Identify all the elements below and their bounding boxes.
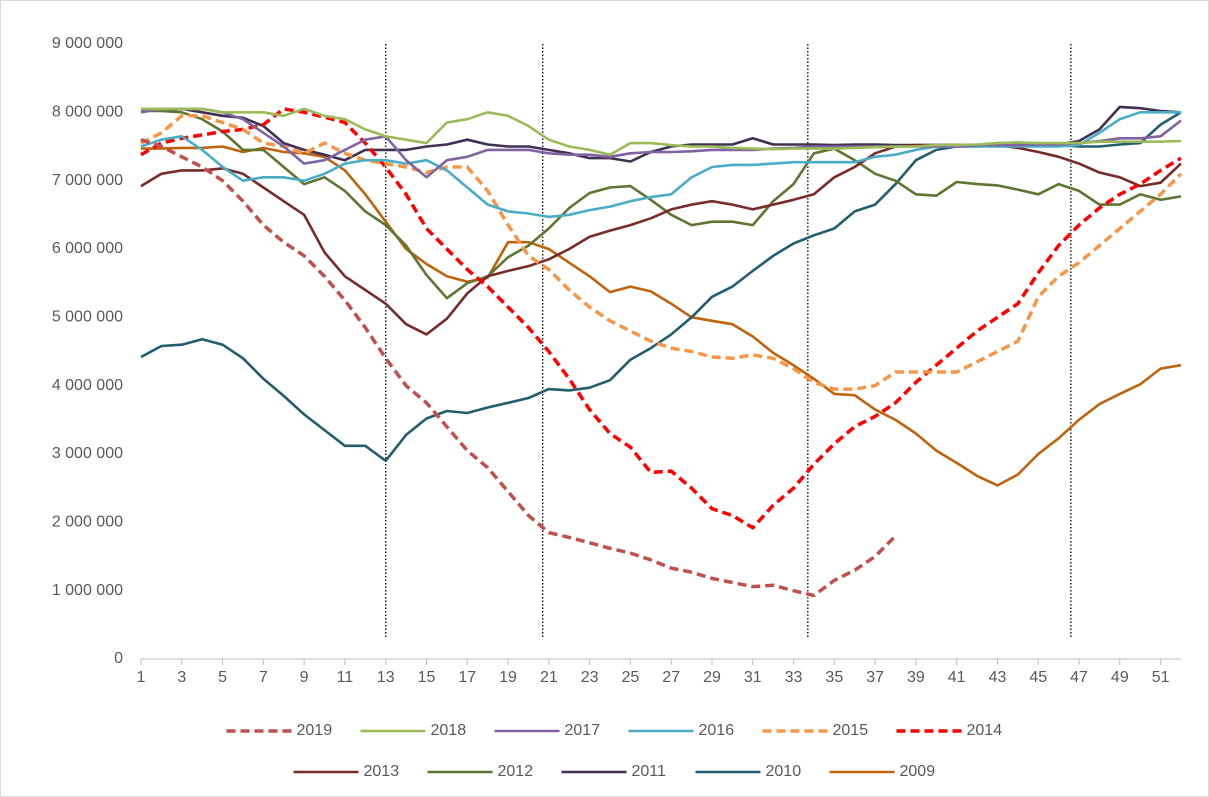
x-tick-label: 37 <box>866 669 884 686</box>
series-line <box>141 107 1182 156</box>
x-tick-label: 47 <box>1070 669 1088 686</box>
y-tick-label: 5 000 000 <box>52 309 123 326</box>
x-tick-label: 7 <box>259 669 268 686</box>
legend-label: 2019 <box>297 722 333 739</box>
legend-label: 2015 <box>833 722 869 739</box>
x-tick-label: 25 <box>622 669 640 686</box>
x-tick-label: 27 <box>662 669 680 686</box>
x-tick-label: 33 <box>785 669 803 686</box>
y-tick-label: 3 000 000 <box>52 445 123 462</box>
x-tick-label: 43 <box>989 669 1007 686</box>
series-line <box>140 107 1182 530</box>
x-tick-label: 49 <box>1111 669 1129 686</box>
x-tick-label: 41 <box>948 669 966 686</box>
series-line <box>141 145 1182 487</box>
x-tick-label: 35 <box>825 669 843 686</box>
x-tick-label: 15 <box>418 669 436 686</box>
y-tick-label: 9 000 000 <box>52 35 123 52</box>
y-tick-label: 1 000 000 <box>52 582 123 599</box>
y-tick-label: 7 000 000 <box>52 172 123 189</box>
x-tick-label: 13 <box>377 669 395 686</box>
legend-label: 2017 <box>565 722 601 739</box>
legend-label: 2013 <box>364 763 400 780</box>
y-tick-label: 4 000 000 <box>52 377 123 394</box>
x-tick-label: 11 <box>337 669 354 686</box>
series-line <box>140 114 1183 391</box>
x-tick-label: 5 <box>218 669 227 686</box>
y-tick-label: 2 000 000 <box>52 514 123 531</box>
x-tick-label: 39 <box>907 669 925 686</box>
legend-label: 2011 <box>632 763 667 780</box>
series-line <box>141 109 1182 300</box>
legend-label: 2009 <box>900 763 936 780</box>
x-tick-label: 21 <box>540 669 558 686</box>
legend-label: 2012 <box>498 763 534 780</box>
legend-label: 2016 <box>699 722 735 739</box>
x-tick-label: 45 <box>1029 669 1047 686</box>
legend-label: 2018 <box>431 722 467 739</box>
legend-label: 2014 <box>967 722 1003 739</box>
x-tick-label: 51 <box>1152 669 1170 686</box>
series-line <box>140 107 1182 179</box>
y-tick-label: 0 <box>114 650 123 667</box>
x-tick-label: 29 <box>703 669 721 686</box>
y-tick-label: 6 000 000 <box>52 240 123 257</box>
x-tick-label: 31 <box>744 669 762 686</box>
y-tick-label: 8 000 000 <box>52 104 123 121</box>
series-line <box>140 138 897 598</box>
legend-label: 2010 <box>766 763 802 780</box>
series-line <box>140 111 1181 219</box>
x-tick-label: 17 <box>458 669 476 686</box>
x-tick-label: 9 <box>300 669 309 686</box>
x-tick-label: 1 <box>137 669 146 686</box>
x-tick-label: 23 <box>581 669 599 686</box>
x-tick-label: 19 <box>499 669 517 686</box>
x-tick-label: 3 <box>177 669 186 686</box>
